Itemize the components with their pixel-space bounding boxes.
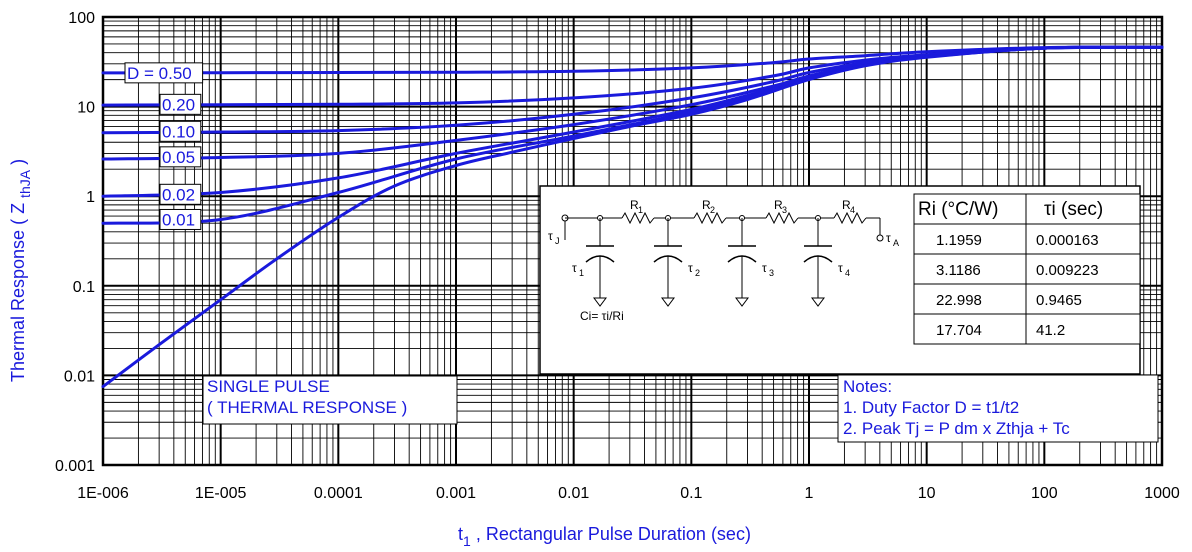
resistor	[621, 211, 655, 225]
x-tick-label: 1	[805, 485, 814, 502]
series-line-1	[101, 45, 1164, 107]
curve-label-text: 0.01	[162, 210, 195, 229]
resistor-sub: 4	[850, 205, 855, 215]
node-start-label: τ	[548, 229, 553, 243]
single-pulse-text: ( THERMAL RESPONSE )	[207, 398, 407, 417]
single-pulse-box	[202, 375, 458, 425]
curve-label-box	[159, 183, 202, 205]
cap-sub: 4	[845, 268, 850, 278]
y-tick-label: 0.1	[73, 279, 95, 296]
node-end-sub: A	[893, 238, 899, 248]
table-cell: 17.704	[936, 322, 982, 339]
tick-labels: 1E-006 1E-005 0.0001 0.001 0.01 0.1 1 10 100 1000…	[55, 10, 1180, 502]
table-header: Ri (°C/W)	[918, 199, 998, 220]
resistor-label: R	[842, 198, 851, 212]
curve-label-text: 0.10	[162, 122, 195, 141]
curve-label-text: D = 0.50	[127, 64, 192, 83]
notes-text: 1. Duty Factor D = t1/t2	[843, 398, 1019, 417]
x-axis-label-main: t	[458, 524, 463, 544]
cap-label: τ	[838, 261, 843, 275]
node-end-label: τ	[886, 231, 891, 245]
x-axis-label: t1 , Rectangular Pulse Duration (sec)	[458, 524, 751, 549]
x-tick-label: 0.001	[436, 485, 476, 502]
series-line-0	[101, 45, 1164, 75]
series-line-6	[101, 45, 1164, 389]
table-cell: 0.000163	[1036, 232, 1099, 249]
y-tick-label: 100	[68, 10, 95, 27]
resistor	[693, 211, 727, 225]
ground-symbol	[735, 297, 749, 307]
x-axis-label-rest: , Rectangular Pulse Duration (sec)	[471, 524, 751, 544]
notes-text: 2. Peak Tj = P dm x Zthja + Tc	[843, 419, 1070, 438]
resistor-label: R	[630, 198, 639, 212]
plot-frame	[101, 15, 1164, 467]
x-tick-label: 0.1	[680, 485, 702, 502]
x-tick-label: 0.0001	[314, 485, 363, 502]
cap-sub: 3	[769, 268, 774, 278]
table-cell: 3.1186	[936, 262, 981, 279]
table-cell: 1.1959	[936, 232, 982, 249]
x-tick-label: 1000	[1144, 485, 1180, 502]
table-cell: 41.2	[1036, 322, 1065, 339]
y-tick-label: 10	[77, 100, 95, 117]
x-tick-label: 100	[1031, 485, 1058, 502]
table-cell: 0.9465	[1036, 292, 1082, 309]
table-header: τi (sec)	[1044, 199, 1103, 220]
curve-label-box	[159, 146, 202, 168]
curve-label-text: 0.05	[162, 148, 195, 167]
resistance-table	[913, 193, 1141, 345]
y-tick-label: 0.001	[55, 458, 95, 475]
resistor-sub: 3	[782, 205, 787, 215]
y-axis-label-sub: thJA	[17, 169, 33, 198]
cap-label: τ	[762, 261, 767, 275]
resistor-sub: 2	[710, 205, 715, 215]
ground-symbol	[661, 297, 675, 307]
y-axis-label: Thermal Response ( Z thJA )	[8, 159, 33, 382]
curve-label-box	[159, 208, 202, 230]
resistor-label: R	[702, 198, 711, 212]
cap-label: τ	[572, 261, 577, 275]
x-tick-label: 10	[918, 485, 936, 502]
notes-box	[837, 374, 1159, 443]
x-axis-label-sub: 1	[463, 533, 471, 549]
curve-labels-layer: D = 0.50 0.20 0.10 0.05 0.02 0.01	[124, 62, 204, 230]
table-cell: 0.009223	[1036, 262, 1099, 279]
y-tick-label: 0.01	[64, 368, 95, 385]
cap-label: τ	[688, 261, 693, 275]
circuit-formula: Ci= τi/Ri	[580, 309, 624, 323]
curve-label-text: 0.20	[162, 95, 195, 114]
ground-symbol	[593, 297, 607, 307]
y-axis-label-end: )	[8, 159, 28, 170]
curve-label-box	[159, 93, 202, 115]
single-pulse-text: SINGLE PULSE	[207, 377, 330, 396]
curve-label-box	[124, 62, 204, 84]
curve-label-text: 0.02	[162, 185, 195, 204]
cap-sub: 2	[695, 268, 700, 278]
x-tick-label: 1E-006	[77, 485, 129, 502]
node-end	[876, 234, 884, 242]
resistor	[833, 211, 867, 225]
annotations-layer: SINGLE PULSE ( THERMAL RESPONSE ) Notes: 1.…	[202, 374, 1159, 443]
notes-text: Notes:	[843, 377, 892, 396]
x-tick-label: 0.01	[558, 485, 589, 502]
resistor-sub: 1	[638, 205, 643, 215]
y-tick-label: 1	[86, 189, 95, 206]
node-start-sub: J	[555, 236, 560, 246]
cap-sub: 1	[579, 268, 584, 278]
resistor-label: R	[774, 198, 783, 212]
ground-symbol	[811, 297, 825, 307]
curves-layer	[101, 45, 1164, 389]
x-tick-label: 1E-005	[195, 485, 247, 502]
y-axis-label-main: Thermal Response ( Z	[8, 198, 28, 382]
table-cell: 22.998	[936, 292, 982, 309]
curve-label-box	[159, 120, 202, 142]
resistor	[765, 211, 799, 225]
